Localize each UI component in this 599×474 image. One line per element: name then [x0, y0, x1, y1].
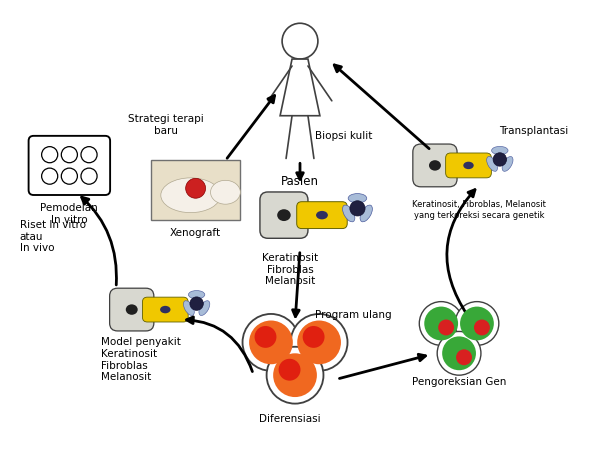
Circle shape [297, 320, 341, 364]
Circle shape [81, 146, 97, 163]
Circle shape [279, 359, 301, 381]
Circle shape [243, 314, 300, 371]
Text: Riset In vitro
atau
In vivo: Riset In vitro atau In vivo [20, 220, 86, 253]
Circle shape [291, 314, 347, 371]
Ellipse shape [126, 304, 138, 315]
Ellipse shape [199, 301, 210, 316]
Text: Diferensiasi: Diferensiasi [259, 414, 321, 424]
Ellipse shape [463, 162, 474, 169]
Text: Pasien: Pasien [281, 175, 319, 188]
Text: Transplantasi: Transplantasi [499, 126, 568, 136]
Circle shape [474, 319, 490, 336]
Ellipse shape [183, 301, 194, 316]
Text: Strategi terapi
baru: Strategi terapi baru [128, 114, 204, 136]
Circle shape [424, 307, 458, 340]
Bar [151, 161, 240, 220]
Circle shape [302, 326, 325, 348]
Circle shape [419, 301, 463, 346]
Text: Model penyakit
Keratinosit
Fibroblas
Melanosit: Model penyakit Keratinosit Fibroblas Mel… [101, 337, 181, 382]
Ellipse shape [502, 156, 513, 171]
Text: Pemodelan
In vitro: Pemodelan In vitro [41, 203, 98, 225]
Circle shape [493, 153, 507, 166]
Text: Keratinosit
Fibroblas
Melanosit: Keratinosit Fibroblas Melanosit [262, 253, 318, 286]
Circle shape [61, 168, 77, 184]
Circle shape [41, 168, 58, 184]
Ellipse shape [161, 178, 220, 213]
Ellipse shape [492, 146, 508, 155]
FancyBboxPatch shape [260, 192, 308, 238]
Ellipse shape [160, 306, 171, 313]
Circle shape [438, 319, 454, 336]
Circle shape [442, 337, 476, 370]
Text: Biopsi kulit: Biopsi kulit [315, 131, 373, 141]
Circle shape [456, 349, 472, 365]
Circle shape [190, 297, 203, 310]
Circle shape [282, 23, 318, 59]
Circle shape [186, 178, 205, 198]
Text: Keratinosit, Fibroblas, Melanosit
yang terkoreksi secara genetik: Keratinosit, Fibroblas, Melanosit yang t… [412, 200, 546, 219]
Ellipse shape [360, 205, 373, 222]
Ellipse shape [343, 205, 355, 222]
Ellipse shape [277, 209, 291, 221]
Ellipse shape [429, 160, 441, 171]
Polygon shape [280, 59, 320, 116]
Ellipse shape [210, 180, 240, 204]
Circle shape [81, 168, 97, 184]
FancyBboxPatch shape [413, 144, 457, 187]
Ellipse shape [316, 211, 328, 219]
Circle shape [249, 320, 293, 364]
FancyBboxPatch shape [110, 288, 154, 331]
Circle shape [460, 307, 494, 340]
Circle shape [267, 347, 323, 404]
Text: Xenograft: Xenograft [170, 228, 221, 238]
Circle shape [455, 301, 499, 346]
Circle shape [61, 146, 77, 163]
FancyBboxPatch shape [29, 136, 110, 195]
Text: Pengoreksian Gen: Pengoreksian Gen [412, 377, 506, 387]
Circle shape [273, 353, 317, 397]
Text: Program ulang: Program ulang [315, 310, 392, 319]
Circle shape [350, 201, 365, 216]
Circle shape [437, 331, 481, 375]
Ellipse shape [348, 193, 367, 203]
Circle shape [41, 146, 58, 163]
Ellipse shape [189, 291, 205, 299]
Circle shape [255, 326, 276, 348]
FancyBboxPatch shape [446, 153, 491, 178]
FancyBboxPatch shape [143, 297, 188, 322]
FancyBboxPatch shape [297, 202, 347, 228]
Ellipse shape [486, 156, 498, 171]
